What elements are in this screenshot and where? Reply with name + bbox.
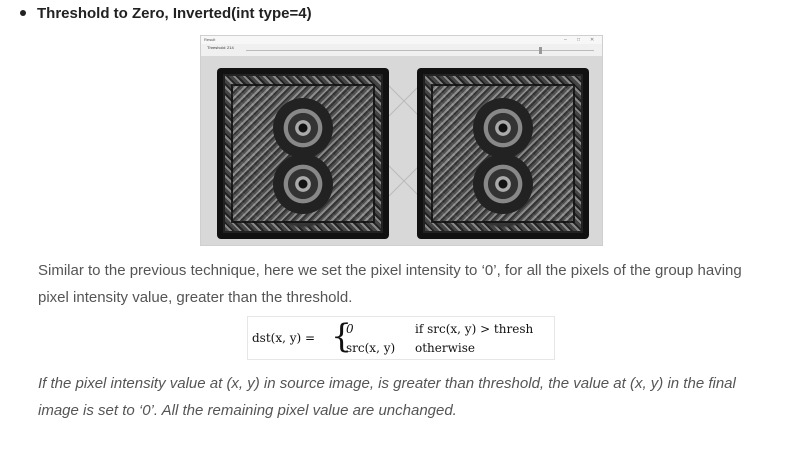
formula-case2-condition: otherwise: [415, 341, 475, 355]
note-paragraph: If the pixel intensity value at (x, y) i…: [38, 375, 736, 419]
formula-lhs: dst(x, y) =: [252, 331, 316, 345]
heading-row: Threshold to Zero, Inverted(int type=4): [20, 2, 312, 24]
image-canvas: [201, 56, 602, 245]
card-image-right: [417, 68, 589, 239]
window-title: Result: [204, 37, 216, 42]
minimize-icon[interactable]: –: [564, 37, 567, 43]
trackbar-label: Threshold: 214: [207, 45, 234, 50]
formula-case1-value: 0: [346, 322, 354, 336]
maximize-icon[interactable]: □: [577, 37, 581, 43]
threshold-trackbar[interactable]: Threshold: 214: [201, 44, 602, 56]
bullet-icon: [20, 10, 26, 16]
trackbar-track[interactable]: [246, 50, 594, 51]
formula-brace: {: [331, 316, 352, 355]
close-icon[interactable]: ✕: [590, 37, 595, 43]
formula-case1-condition: if src(x, y) > thresh: [415, 322, 534, 336]
card-image-left: [217, 68, 389, 239]
trackbar-thumb[interactable]: [539, 47, 542, 54]
window-titlebar: Result – □ ✕: [201, 36, 602, 44]
formula-case2-value: src(x, y): [346, 341, 396, 355]
background-lines: [388, 85, 420, 197]
section-heading: Threshold to Zero, Inverted(int type=4): [37, 4, 312, 22]
result-window-screenshot: Result – □ ✕ Threshold: 214: [200, 35, 603, 246]
description-paragraph: Similar to the previous technique, here …: [38, 262, 742, 306]
threshold-formula: dst(x, y) = { 0 if src(x, y) > thresh sr…: [247, 316, 555, 360]
